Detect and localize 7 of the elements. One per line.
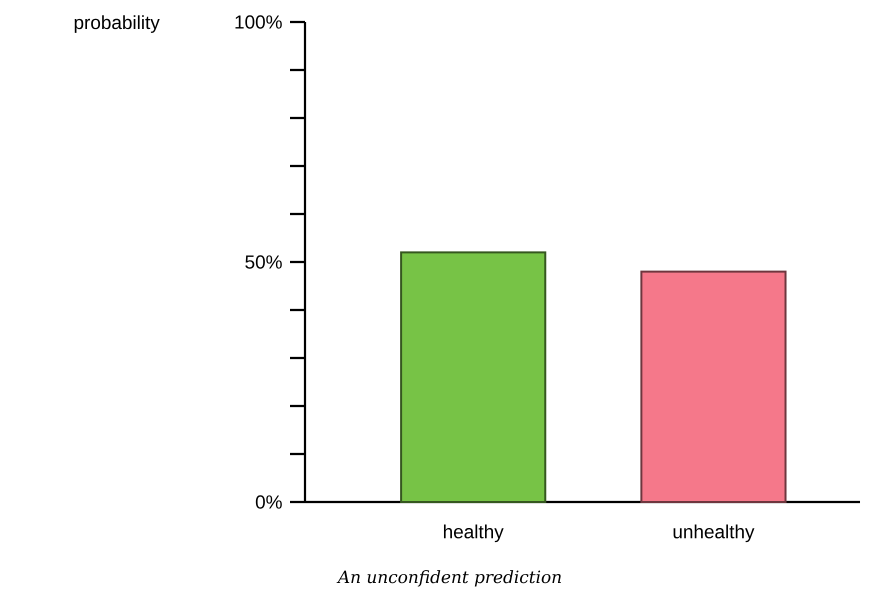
x-tick-label: healthy — [444, 524, 504, 542]
x-tick-label: unhealthy — [674, 524, 754, 542]
y-tick-label: 100% — [236, 15, 282, 29]
y-tick-label: 0% — [256, 495, 282, 509]
y-tick-label: 50% — [245, 255, 282, 269]
text: An unconfident prediction — [336, 570, 561, 587]
y-axis-title: probability — [74, 15, 160, 33]
